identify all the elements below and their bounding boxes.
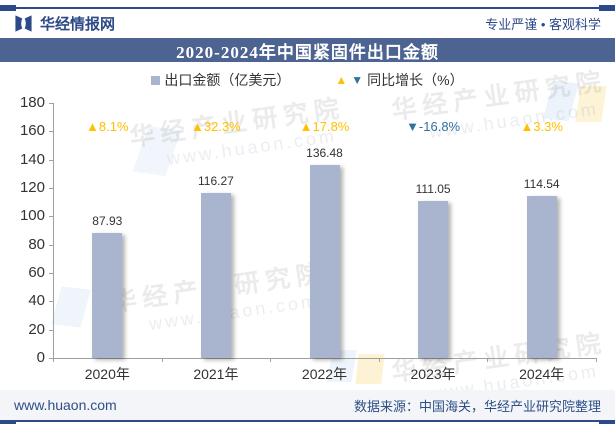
bar-value-label: 116.27 [197, 174, 234, 189]
down-triangle-icon: ▼ [351, 73, 364, 87]
legend: 出口金额（亿美元） ▲ ▼ 同比增长（%） [0, 70, 615, 90]
brand-name: 华经情报网 [40, 16, 116, 33]
bar-value-label: 114.54 [523, 176, 560, 191]
x-tick [596, 358, 597, 362]
x-category-label: 2023年 [410, 366, 456, 382]
legend-growth-label: 同比增长（%） [367, 72, 464, 88]
y-tick-label: 80 [28, 235, 45, 253]
y-tick [49, 188, 53, 189]
bar [526, 195, 557, 358]
huajing-logo-icon [14, 14, 33, 33]
up-triangle-icon: ▲ [335, 73, 348, 87]
x-category-label: 2022年 [301, 366, 348, 382]
y-tick [49, 244, 53, 246]
bottom-right-cap [599, 418, 615, 424]
x-tick [161, 358, 163, 362]
legend-item-bar: 出口金额（亿美元） [151, 70, 290, 90]
y-tick [49, 103, 53, 104]
y-tick [49, 273, 53, 274]
x-category-label: 2021年 [193, 366, 239, 382]
growth-label: ▲17.8% [299, 119, 350, 134]
top-rule [0, 7, 615, 9]
legend-item-growth: ▲ ▼ 同比增长（%） [335, 70, 463, 90]
y-tick [49, 216, 53, 218]
y-tick [49, 159, 53, 161]
y-tick-label: 40 [28, 292, 45, 310]
chart-title: 2020-2024年中国紧固件出口金额 [176, 42, 439, 62]
y-axis [53, 103, 54, 358]
bar-value-label: 136.48 [306, 145, 343, 160]
legend-bar-label: 出口金额（亿美元） [164, 72, 291, 88]
y-tick-label: 160 [19, 122, 45, 140]
bar [92, 233, 123, 358]
y-tick [49, 131, 53, 133]
growth-label: ▲3.3% [520, 119, 563, 134]
growth-label: ▼-16.8% [406, 119, 461, 134]
site-url[interactable]: www.huaon.com [14, 397, 117, 413]
x-tick [487, 358, 489, 362]
chart: 0 20 40 60 80 100 120 140 160 180 87.93 ▲8.1% 2020年 1… [0, 95, 615, 390]
chart-title-banner: 2020-2024年中国紧固件出口金额 [0, 38, 615, 62]
bar [418, 200, 449, 358]
plot: 0 20 40 60 80 100 120 140 160 180 87.93 ▲8.1% 2020年 1… [0, 95, 615, 390]
y-tick [49, 329, 53, 331]
bar-value-label: 111.05 [415, 181, 451, 196]
bottom-rule [0, 420, 615, 422]
x-tick [270, 358, 272, 362]
header-tagline: 专业严谨 • 客观科学 [485, 17, 601, 32]
y-tick-label: 180 [19, 94, 45, 111]
growth-label: ▲32.3% [191, 119, 241, 134]
x-tick [378, 358, 380, 362]
y-tick [49, 358, 53, 359]
y-tick-label: 100 [19, 207, 45, 225]
bar [200, 193, 231, 358]
y-tick [49, 301, 53, 303]
brand: 华经情报网 [14, 13, 115, 34]
bar [309, 164, 340, 358]
x-category-label: 2020年 [84, 366, 130, 382]
x-tick [53, 358, 54, 362]
y-tick-label: 20 [28, 320, 45, 338]
bar-value-label: 87.93 [92, 214, 123, 229]
bar-swatch-icon [151, 75, 161, 85]
bottom-left-cap [0, 418, 16, 424]
x-category-label: 2024年 [519, 366, 565, 382]
y-tick-label: 140 [19, 150, 45, 168]
y-tick-label: 0 [36, 349, 45, 366]
x-axis [53, 358, 596, 359]
data-source: 数据来源：中国海关，华经产业研究院整理 [353, 398, 601, 414]
y-tick-label: 120 [19, 179, 45, 196]
page-footer: www.huaon.com 数据来源：中国海关，华经产业研究院整理 [0, 390, 615, 420]
y-tick-label: 60 [28, 264, 45, 281]
growth-label: ▲8.1% [86, 119, 129, 134]
site-header: 华经情报网 专业严谨 • 客观科学 [0, 9, 615, 38]
